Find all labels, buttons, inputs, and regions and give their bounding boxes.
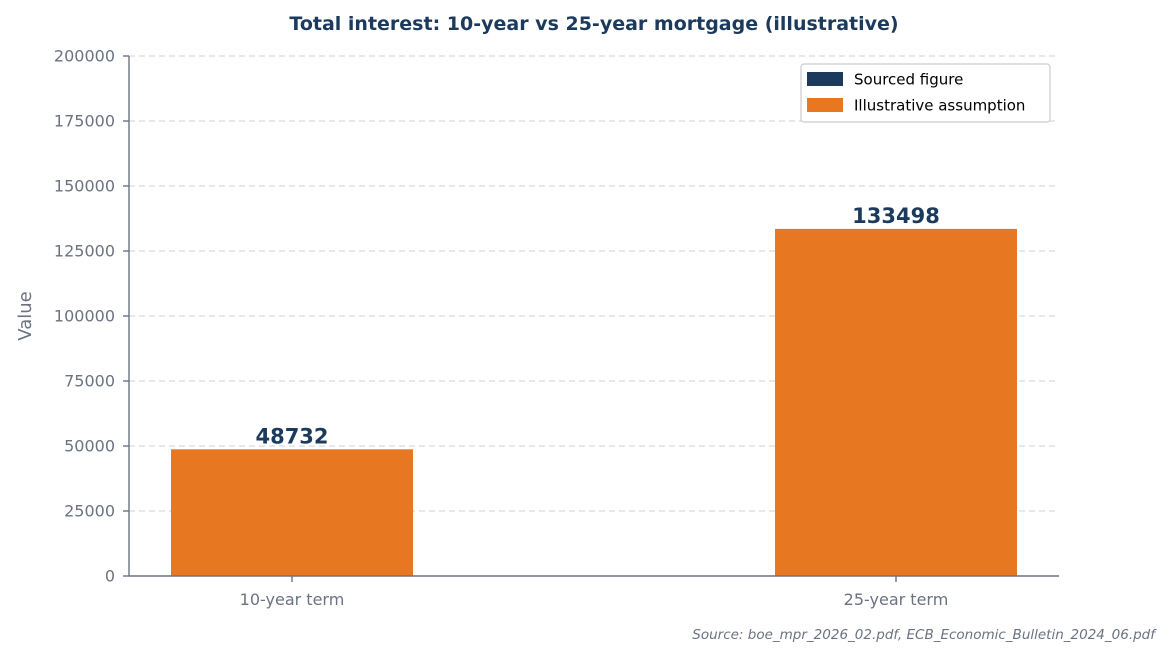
axes: 0 25000 50000 75000 100000 125000 150000 175000…: [54, 47, 1059, 609]
gridlines: [129, 55, 1059, 512]
y-tick-label: 150000: [54, 177, 115, 196]
y-tick-label: 0: [105, 567, 115, 586]
y-tick-label: 75000: [64, 372, 115, 391]
y-axis-label: Value: [15, 291, 36, 340]
bar: [775, 228, 1017, 576]
bar: [171, 449, 413, 576]
bars: 48732 133498: [171, 204, 1017, 576]
y-tick-label: 200000: [54, 47, 115, 66]
x-tick-label: 25-year term: [844, 590, 949, 609]
y-tick-label: 175000: [54, 112, 115, 131]
chart-title: Total interest: 10-year vs 25-year mortg…: [289, 13, 898, 35]
data-label: 133498: [852, 204, 940, 228]
data-label: 48732: [255, 424, 328, 448]
legend-swatch: [807, 72, 843, 86]
legend-label: Sourced figure: [854, 71, 963, 89]
y-tick-label: 25000: [64, 502, 115, 521]
legend-box: [800, 63, 1051, 123]
y-tick-label: 100000: [54, 307, 115, 326]
legend-swatch: [807, 98, 843, 112]
x-tick-label: 10-year term: [240, 590, 345, 609]
legend: Sourced figure Illustrative assumption: [800, 63, 1051, 123]
y-tick-label: 50000: [64, 437, 115, 456]
y-tick-label: 125000: [54, 242, 115, 261]
source-note: Source: boe_mpr_2026_02.pdf, ECB_Economi…: [692, 627, 1157, 643]
legend-label: Illustrative assumption: [854, 97, 1025, 115]
